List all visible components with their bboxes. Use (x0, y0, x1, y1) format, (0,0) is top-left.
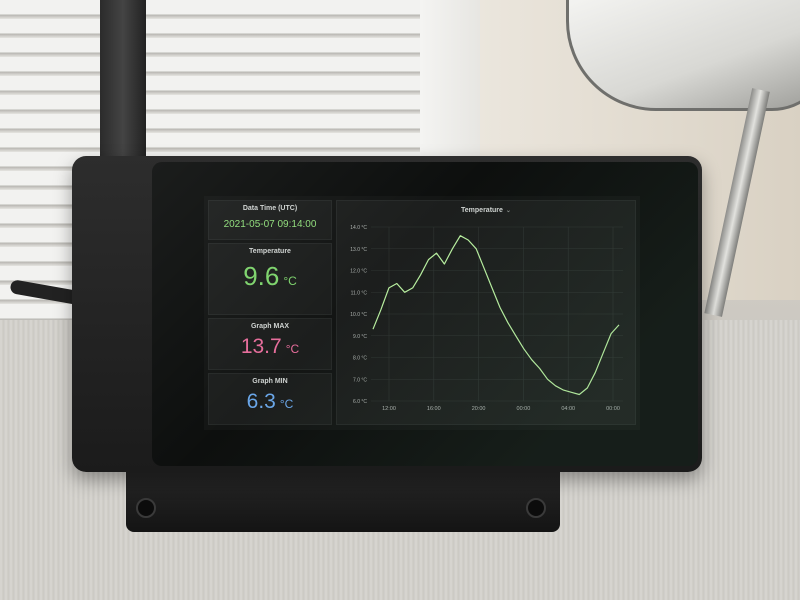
datetime-panel[interactable]: Data Time (UTC) 2021-05-07 09:14:00 (208, 200, 332, 240)
chart-title[interactable]: Temperature ⌄ (461, 207, 511, 214)
graph-min-value: 6.3 °C (246, 390, 294, 413)
y-tick-label: 11.0 °C (351, 290, 368, 296)
screw (136, 498, 156, 518)
screw (526, 498, 546, 518)
y-tick-label: 9.0 °C (353, 334, 367, 340)
y-tick-label: 14.0 °C (350, 225, 367, 231)
device-stand (126, 460, 560, 532)
graph-min-panel[interactable]: Graph MIN 6.3 °C (208, 373, 332, 425)
temperature-label: Temperature (249, 248, 291, 255)
y-tick-label: 13.0 °C (350, 247, 367, 253)
y-tick-label: 7.0 °C (353, 377, 367, 383)
y-tick-label: 8.0 °C (353, 356, 367, 362)
chevron-down-icon: ⌄ (505, 208, 511, 214)
graph-max-value: 13.7 °C (240, 335, 300, 358)
x-tick-label: 16:00 (427, 406, 441, 412)
y-tick-label: 12.0 °C (350, 269, 367, 275)
temperature-line-chart: 14.0 °C 13.0 °C 12.0 °C 11.0 °C 10.0 °C 9.0 °… (350, 225, 623, 412)
graph-min-label: Graph MIN (252, 378, 288, 385)
datetime-label: Data Time (UTC) (242, 205, 298, 212)
graph-max-label: Graph MAX (250, 323, 290, 330)
x-tick-label: 00:00 (517, 406, 531, 412)
x-tick-label: 04:00 (561, 406, 575, 412)
temperature-panel[interactable]: Temperature 9.6 °C (208, 243, 332, 315)
dashboard-screen: Data Time (UTC) 2021-05-07 09:14:00 Temp… (204, 196, 640, 430)
y-tick-label: 6.0 °C (353, 399, 367, 405)
x-tick-label: 20:00 (472, 406, 486, 412)
x-tick-label: 00:00 (606, 406, 620, 412)
datetime-value: 2021-05-07 09:14:00 (223, 219, 317, 230)
x-tick-label: 12:00 (382, 406, 396, 412)
mount-pole (100, 0, 146, 180)
graph-max-panel[interactable]: Graph MAX 13.7 °C (208, 318, 332, 370)
temperature-value: 9.6 °C (243, 261, 297, 291)
temperature-chart-panel[interactable]: Temperature ⌄ 14.0 °C 13.0 °C 12.0 °C 11.0 °… (336, 200, 636, 425)
y-tick-label: 10.0 °C (350, 312, 367, 318)
temperature-series-line (372, 235, 620, 396)
